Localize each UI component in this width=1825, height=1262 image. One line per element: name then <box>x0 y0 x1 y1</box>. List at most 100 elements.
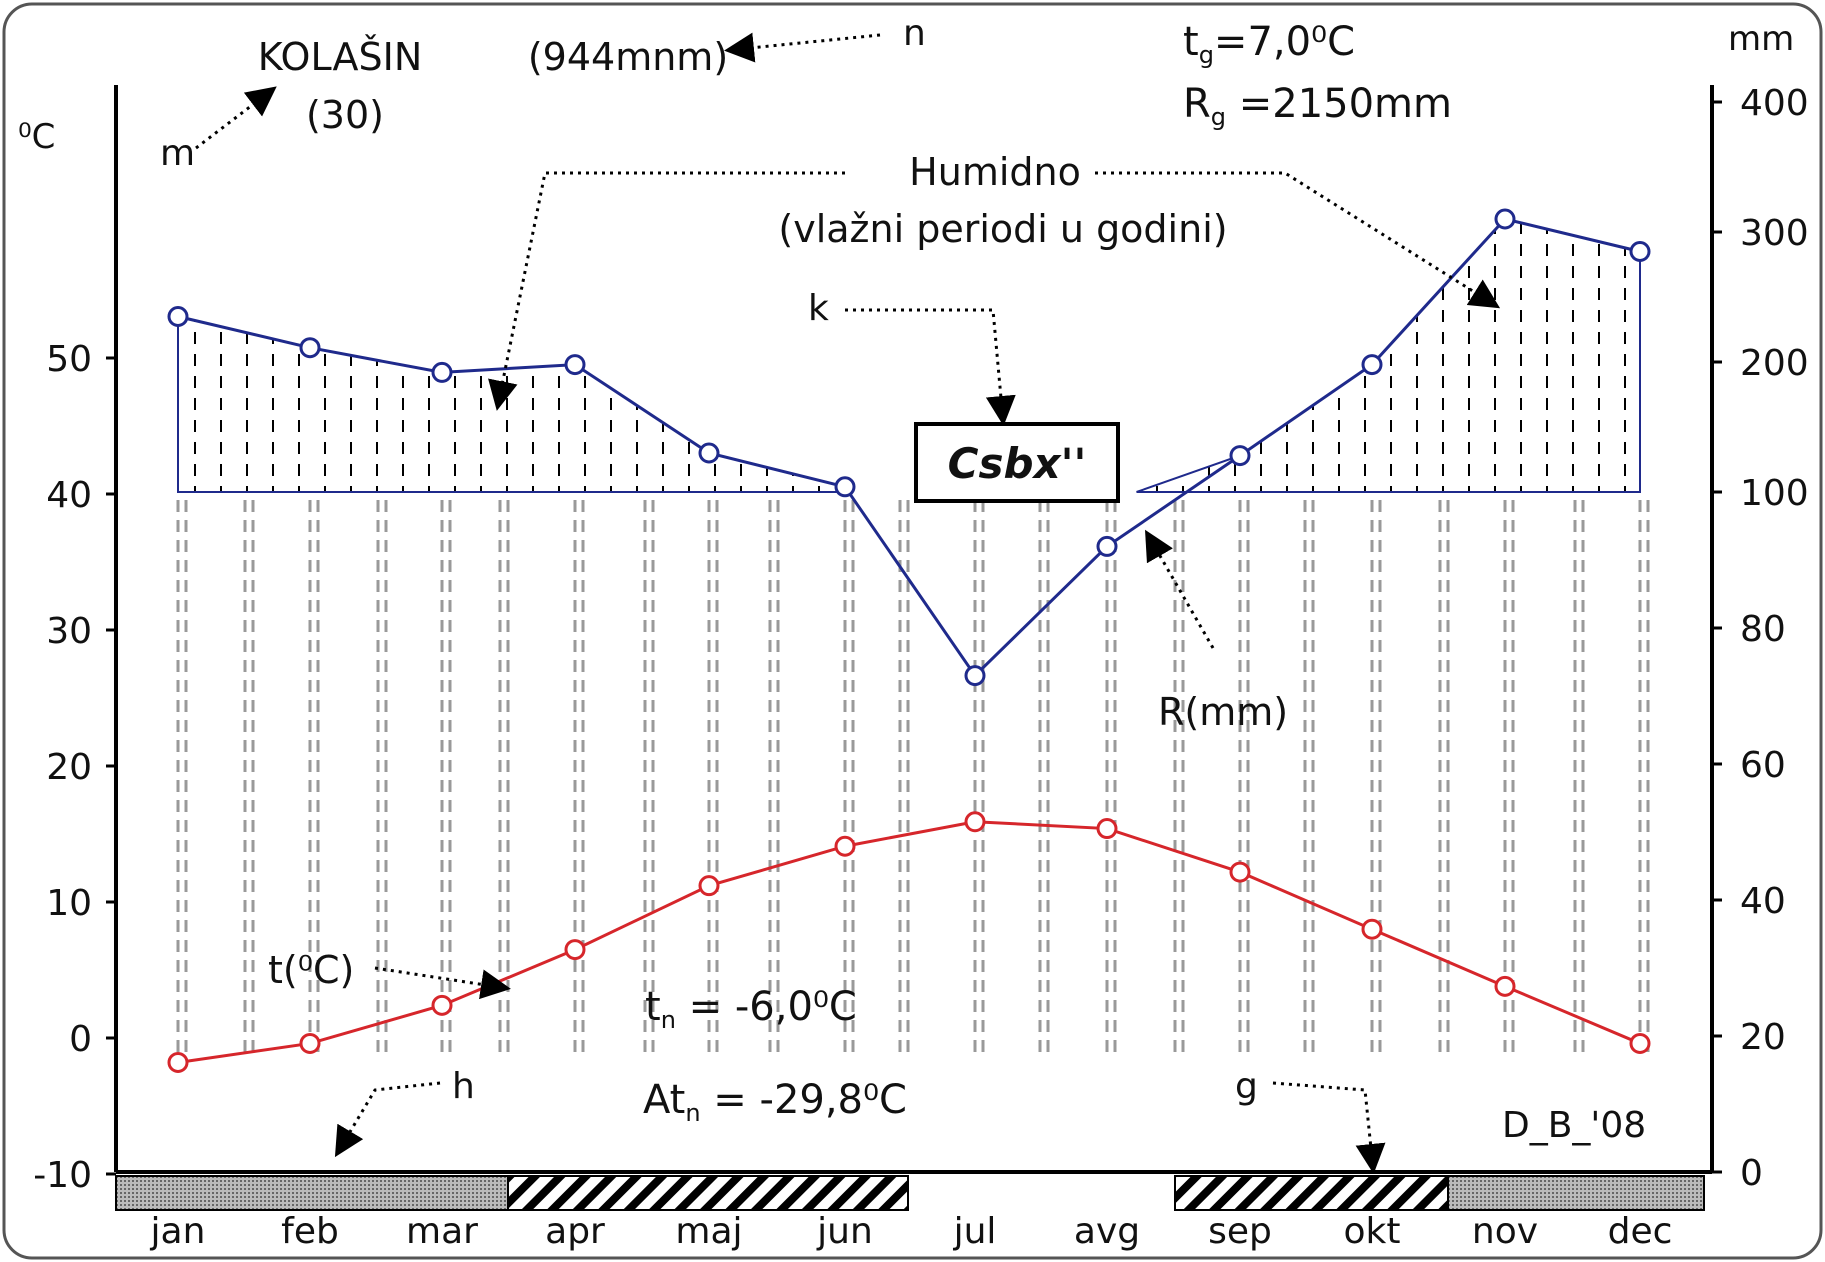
month-label: jan <box>150 1211 206 1252</box>
left-tick-label: 10 <box>46 883 92 924</box>
month-labels: jan feb mar apr maj jun jul avg sep okt nov dec <box>150 1211 1673 1252</box>
temperature-point <box>1096 818 1118 840</box>
temperature-point <box>1494 975 1516 997</box>
annotation-arrow <box>845 308 1016 426</box>
temperature-line <box>177 820 1641 1064</box>
atn-value: = -29,8⁰C <box>701 1077 907 1123</box>
rg-label: R <box>1183 81 1211 127</box>
annotation-arrows <box>195 32 1501 1174</box>
precipitation-series <box>167 208 1651 687</box>
precipitation-point <box>1629 241 1651 262</box>
right-tick-label: 100 <box>1740 473 1809 514</box>
right-tick-label: 80 <box>1740 609 1786 650</box>
tg-value: =7,0⁰C <box>1214 19 1355 65</box>
annotation-arrow <box>1272 1081 1386 1174</box>
tg-sub: g <box>1199 41 1214 69</box>
precipitation-point <box>167 306 189 327</box>
precipitation-point <box>564 354 586 376</box>
temperature-point <box>431 994 453 1016</box>
temperature-point <box>1229 861 1251 883</box>
marker-n: n <box>903 13 926 54</box>
precipitation-point <box>834 476 856 498</box>
temperature-point <box>1361 918 1383 940</box>
tn-value: = -6,0⁰C <box>676 984 857 1030</box>
marker-g: g <box>1235 1066 1258 1107</box>
month-label: feb <box>281 1211 339 1252</box>
precipitation-line <box>177 217 1641 678</box>
temperature-point <box>299 1032 321 1054</box>
left-tick-label: 40 <box>46 475 92 516</box>
tg-label: t <box>1183 19 1199 65</box>
left-tick-label: 50 <box>46 339 92 380</box>
left-tick-label: 30 <box>46 611 92 652</box>
precipitation-point <box>1096 535 1118 557</box>
tn-label: t <box>645 984 661 1030</box>
precipitation-point <box>1229 445 1251 467</box>
temperature-point <box>698 875 720 897</box>
header-annotations: KOLAŠIN (30) (944mnm) m n ⁰C mm tg=7,0⁰C… <box>18 13 1794 1146</box>
precipitation-point <box>1361 354 1383 376</box>
temp-series-label: t(⁰C) <box>268 948 354 992</box>
frost-bar-late <box>1447 1175 1705 1211</box>
month-label: sep <box>1208 1211 1272 1252</box>
precipitation-point <box>964 665 986 687</box>
right-tick-label: 0 <box>1740 1153 1763 1194</box>
author-label: D_B_'08 <box>1502 1105 1646 1146</box>
annotation-arrow <box>374 966 511 1000</box>
precipitation-point <box>1494 208 1516 230</box>
annotation-arrow <box>1145 529 1215 649</box>
annotation-arrow <box>488 171 845 411</box>
abs-min-line2: Atn = -29,8⁰C <box>643 1077 907 1127</box>
tn-sub: n <box>661 1006 676 1034</box>
precipitation-point <box>299 337 321 359</box>
rg-sub: g <box>1211 103 1226 131</box>
rg-value: =2150mm <box>1226 81 1452 127</box>
climate-code: Csbx'' <box>948 439 1087 488</box>
month-label: avg <box>1074 1211 1140 1252</box>
humid-title: Humidno <box>909 150 1081 194</box>
left-tick-label: 0 <box>69 1019 92 1060</box>
station-altitude: (944mnm) <box>528 35 728 79</box>
right-axis-unit: mm <box>1728 19 1794 59</box>
temperature-point <box>964 811 986 833</box>
right-tick-label: 400 <box>1740 83 1809 124</box>
month-label: okt <box>1344 1211 1401 1252</box>
temperature-point <box>564 939 586 961</box>
month-label: jun <box>816 1211 873 1252</box>
marker-k: k <box>808 288 829 329</box>
precipitation-point <box>431 361 453 383</box>
temperature-point <box>167 1051 189 1073</box>
right-tick-label: 200 <box>1740 343 1809 384</box>
annual-mean-temp: tg=7,0⁰C <box>1183 19 1355 69</box>
right-tick-label: 60 <box>1740 745 1786 786</box>
climate-code-box <box>914 422 1120 503</box>
month-label: nov <box>1472 1211 1538 1252</box>
station-name: KOLAŠIN <box>258 35 423 79</box>
left-tick-label: 20 <box>46 747 92 788</box>
marker-m: m <box>160 133 195 174</box>
temperature-point <box>834 835 856 857</box>
right-tick-label: 300 <box>1740 213 1809 254</box>
month-label: dec <box>1608 1211 1673 1252</box>
atn-sub: n <box>685 1099 700 1127</box>
right-tick-label: 40 <box>1740 881 1786 922</box>
annotation-arrow <box>334 1081 441 1158</box>
annotation-arrow <box>724 32 881 63</box>
temperature-series <box>167 811 1651 1073</box>
left-tick-label: -10 <box>33 1155 92 1196</box>
month-label: maj <box>675 1211 742 1252</box>
gridlines <box>176 500 1650 1055</box>
left-axis-unit: ⁰C <box>18 117 55 157</box>
frost-bar-autumn <box>1174 1175 1449 1211</box>
humid-subtitle: (vlažni periodi u godini) <box>778 207 1227 251</box>
right-tick-label: 20 <box>1740 1017 1786 1058</box>
month-label: jul <box>953 1211 997 1252</box>
atn-label: At <box>643 1077 685 1123</box>
annual-precip: Rg =2150mm <box>1183 81 1452 131</box>
marker-h: h <box>452 1066 475 1107</box>
frost-bar-spring <box>507 1175 909 1211</box>
month-label: mar <box>406 1211 478 1252</box>
month-label: apr <box>545 1211 605 1252</box>
precipitation-point <box>698 442 720 464</box>
